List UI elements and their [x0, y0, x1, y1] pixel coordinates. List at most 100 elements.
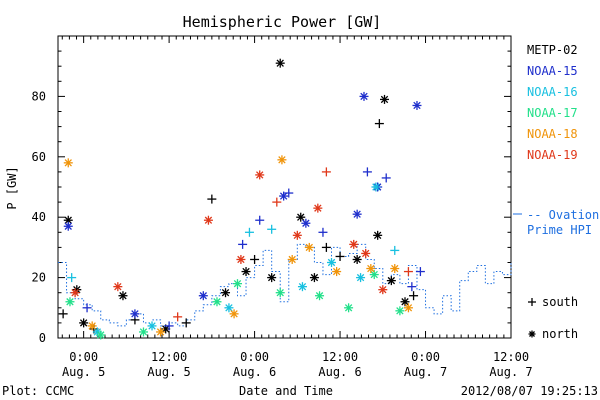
data-point-noaa-18 — [156, 327, 166, 337]
legend-entry: NOAA-18 — [527, 127, 578, 141]
data-point-metp-02 — [221, 288, 231, 298]
data-point-noaa-17 — [212, 297, 222, 307]
data-points — [58, 58, 425, 340]
data-point-noaa-15 — [359, 91, 369, 101]
data-point-noaa-15 — [301, 218, 311, 228]
data-point-noaa-16 — [244, 227, 254, 237]
model-legend-line2: Prime HPI — [527, 223, 592, 237]
y-tick-label: 0 — [39, 331, 46, 345]
x-tick-date-label: Aug. 7 — [489, 365, 532, 379]
data-point-noaa-17 — [395, 306, 405, 316]
data-point-metp-02 — [352, 254, 362, 264]
data-point-noaa-15 — [130, 309, 140, 319]
marker-legend-label: north — [542, 327, 578, 341]
data-point-noaa-17 — [369, 270, 379, 280]
data-point-metp-02 — [409, 291, 419, 301]
ovation-prime-hpi-line — [58, 213, 522, 327]
data-point-noaa-19 — [113, 282, 123, 292]
data-point-metp-02 — [181, 318, 191, 328]
timestamp: 2012/08/07 19:25:13 — [461, 384, 598, 398]
model-legend-line1: -- Ovation — [527, 208, 599, 222]
data-point-noaa-15 — [82, 303, 92, 313]
data-point-metp-02 — [321, 242, 331, 252]
x-tick-date-label: Aug. 5 — [147, 365, 190, 379]
x-tick-date-label: Aug. 6 — [318, 365, 361, 379]
data-point-metp-02 — [296, 212, 306, 222]
data-point-noaa-16 — [147, 321, 157, 331]
data-point-metp-02 — [275, 58, 285, 68]
plot-credit: Plot: CCMC — [2, 384, 74, 398]
data-point-noaa-19 — [321, 167, 331, 177]
data-point-noaa-19 — [203, 215, 213, 225]
x-tick-date-label: Aug. 7 — [404, 365, 447, 379]
data-point-noaa-15 — [238, 239, 248, 249]
data-point-noaa-19 — [272, 197, 282, 207]
data-point-metp-02 — [79, 318, 89, 328]
data-point-metp-02 — [386, 276, 396, 286]
x-axis-label: Date and Time — [239, 384, 333, 398]
data-point-noaa-16 — [356, 273, 366, 283]
data-point-noaa-17 — [138, 327, 148, 337]
chart-title: Hemispheric Power [GW] — [183, 13, 382, 31]
data-point-noaa-18 — [63, 158, 73, 168]
data-point-noaa-15 — [63, 221, 73, 231]
data-point-noaa-19 — [173, 312, 183, 322]
data-point-noaa-19 — [255, 170, 265, 180]
data-point-noaa-15 — [415, 267, 425, 277]
data-point-noaa-18 — [390, 264, 400, 274]
data-point-noaa-15 — [198, 291, 208, 301]
marker-legend: south north — [528, 295, 578, 341]
data-point-noaa-15 — [407, 282, 417, 292]
data-point-metp-02 — [58, 309, 68, 319]
data-point-noaa-15 — [381, 173, 391, 183]
x-tick-time-label: 0:00 — [69, 350, 98, 364]
data-point-noaa-16 — [327, 258, 337, 267]
model-series-line — [58, 243, 512, 327]
data-point-noaa-17 — [232, 279, 242, 289]
data-point-metp-02 — [207, 194, 217, 204]
data-point-noaa-16 — [267, 224, 277, 234]
data-point-noaa-18 — [366, 264, 376, 274]
data-point-noaa-16 — [297, 282, 307, 292]
data-point-metp-02 — [118, 291, 128, 301]
marker-legend-symbol — [528, 298, 536, 306]
data-point-metp-02 — [374, 119, 384, 129]
x-tick-time-label: 12:00 — [151, 350, 187, 364]
data-point-metp-02 — [309, 273, 319, 283]
y-tick-label: 60 — [32, 150, 46, 164]
data-point-noaa-15 — [412, 100, 422, 110]
data-point-noaa-15 — [352, 209, 362, 219]
legend: METP-02 NOAA-15 NOAA-16 NOAA-17 NOAA-18 NOAA-… — [527, 43, 578, 162]
x-tick-date-label: Aug. 5 — [62, 365, 105, 379]
data-point-noaa-18 — [403, 303, 413, 313]
data-point-noaa-18 — [277, 155, 287, 165]
data-point-noaa-17 — [65, 297, 75, 307]
legend-entry: NOAA-19 — [527, 148, 578, 162]
data-point-noaa-15 — [279, 191, 289, 201]
data-point-noaa-15 — [318, 227, 328, 237]
data-point-noaa-17 — [315, 291, 325, 301]
data-point-noaa-15 — [284, 188, 294, 198]
data-point-metp-02 — [380, 94, 390, 104]
y-tick-label: 40 — [32, 210, 46, 224]
data-point-noaa-18 — [87, 321, 97, 331]
data-point-metp-02 — [241, 267, 251, 277]
marker-legend-symbol — [528, 330, 536, 338]
data-point-noaa-17 — [275, 288, 285, 298]
data-point-noaa-15 — [362, 167, 372, 177]
x-tick-time-label: 0:00 — [240, 350, 269, 364]
x-tick-date-label: Aug. 6 — [233, 365, 276, 379]
data-point-noaa-19 — [313, 203, 323, 213]
data-point-noaa-19 — [349, 239, 359, 249]
data-point-noaa-17 — [344, 303, 354, 313]
data-point-noaa-19 — [361, 248, 371, 258]
legend-entry: METP-02 — [527, 43, 578, 57]
data-point-noaa-18 — [229, 309, 239, 319]
data-point-noaa-19 — [378, 285, 388, 295]
marker-legend-label: south — [542, 295, 578, 309]
y-tick-label: 80 — [32, 89, 46, 103]
data-point-noaa-19 — [403, 267, 413, 277]
data-point-noaa-18 — [287, 254, 297, 264]
